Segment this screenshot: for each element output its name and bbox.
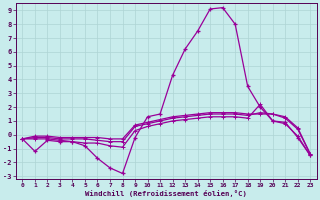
X-axis label: Windchill (Refroidissement éolien,°C): Windchill (Refroidissement éolien,°C) bbox=[85, 190, 247, 197]
